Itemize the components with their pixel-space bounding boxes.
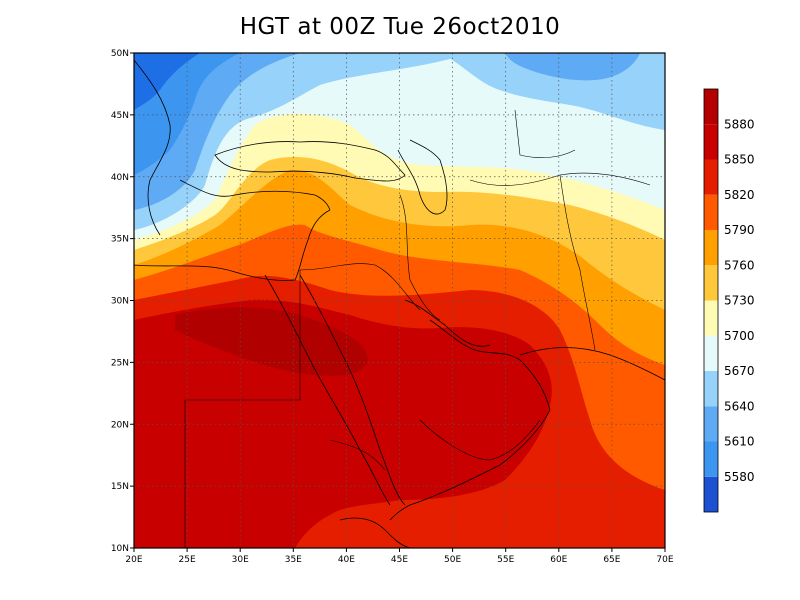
colorbar-swatch — [704, 300, 718, 336]
lon-tick-label: 40E — [338, 555, 355, 565]
lon-tick-label: 25E — [179, 555, 196, 565]
borders — [184, 109, 651, 548]
colorbar-label: 5790 — [724, 223, 755, 237]
lat-tick-label: 35N — [111, 235, 129, 245]
colorbar-swatch — [704, 230, 718, 266]
caspian-sea — [397, 139, 448, 215]
colorbar-swatch — [704, 124, 718, 160]
iran-pakistan-coast — [519, 347, 665, 381]
horn-of-africa — [339, 517, 411, 548]
lon-tick-label: 35E — [285, 555, 302, 565]
colorbar-swatch — [704, 89, 718, 125]
colorbar-swatch — [704, 159, 718, 195]
lat-tick-label: 10N — [111, 544, 129, 554]
colorbar-swatch — [704, 371, 718, 407]
lat-tick-labels: 10N 15N 20N 25N 30N 35N 40N 45N 50N — [111, 49, 134, 554]
lon-tick-label: 30E — [232, 555, 249, 565]
colorbar-swatch — [704, 441, 718, 477]
lon-tick-label: 65E — [603, 555, 620, 565]
colorbar-label: 5610 — [724, 435, 755, 449]
colorbar-swatch — [704, 335, 718, 371]
grid-lines — [134, 53, 665, 548]
mediterranean-south-coast — [134, 209, 331, 281]
black-sea — [214, 141, 406, 182]
lon-tick-label: 50E — [444, 555, 461, 565]
coastlines — [134, 59, 665, 548]
colorbar-label: 5730 — [724, 294, 755, 308]
red-sea-east — [299, 274, 406, 506]
colorbar-frame — [703, 88, 719, 513]
lat-tick-label: 30N — [111, 297, 129, 307]
eritrea-border — [329, 439, 386, 471]
lat-tick-label: 50N — [111, 49, 129, 59]
map-title: HGT at 00Z Tue 26oct2010 — [239, 14, 561, 40]
colorbar-label: 5580 — [724, 470, 755, 484]
arabian-coast — [389, 319, 551, 521]
colorbar-label: 5850 — [724, 153, 755, 167]
lon-tick-label: 60E — [550, 555, 567, 565]
lat-tick-label: 45N — [111, 111, 129, 121]
lon-tick-label: 70E — [656, 555, 673, 565]
colorbar-label: 5700 — [724, 329, 755, 343]
egypt-border — [185, 270, 301, 401]
colorbar-swatch — [704, 476, 718, 512]
colorbar-label: 5640 — [724, 399, 755, 413]
iran-iraq-border — [399, 194, 441, 321]
colorbar-label: 5760 — [724, 258, 755, 272]
lat-tick-label: 20N — [111, 420, 129, 430]
band-5580 — [134, 53, 200, 110]
colorbar-swatch — [704, 406, 718, 442]
lon-tick-label: 20E — [125, 555, 142, 565]
gulf-coast — [404, 299, 491, 347]
lon-tick-label: 55E — [497, 555, 514, 565]
band-5880-core — [175, 307, 368, 376]
lon-tick-labels: 20E 25E 30E 35E 40E 45E 50E 55E 60E 65E 70E — [125, 548, 674, 565]
colorbar: 5580 5610 5640 5670 5700 5730 5760 5790 5820 5850… — [703, 88, 755, 513]
lat-tick-label: 15N — [111, 482, 129, 492]
yemen-border — [419, 419, 541, 461]
jordan-iraq-border — [299, 263, 421, 311]
colorbar-label: 5880 — [724, 117, 755, 131]
afghanistan-border — [559, 174, 596, 351]
colorbar-label: 5820 — [724, 188, 755, 202]
colorbar-label: 5670 — [724, 364, 755, 378]
balkan-coast — [134, 59, 171, 236]
red-sea-west — [264, 274, 391, 506]
lat-tick-label: 25N — [111, 358, 129, 368]
turkey-south-coast — [179, 179, 331, 211]
colorbar-swatch — [704, 265, 718, 301]
colorbar-swatch — [704, 194, 718, 230]
lat-tick-label: 40N — [111, 173, 129, 183]
band-5640-east — [505, 53, 640, 81]
lon-tick-label: 45E — [391, 555, 408, 565]
